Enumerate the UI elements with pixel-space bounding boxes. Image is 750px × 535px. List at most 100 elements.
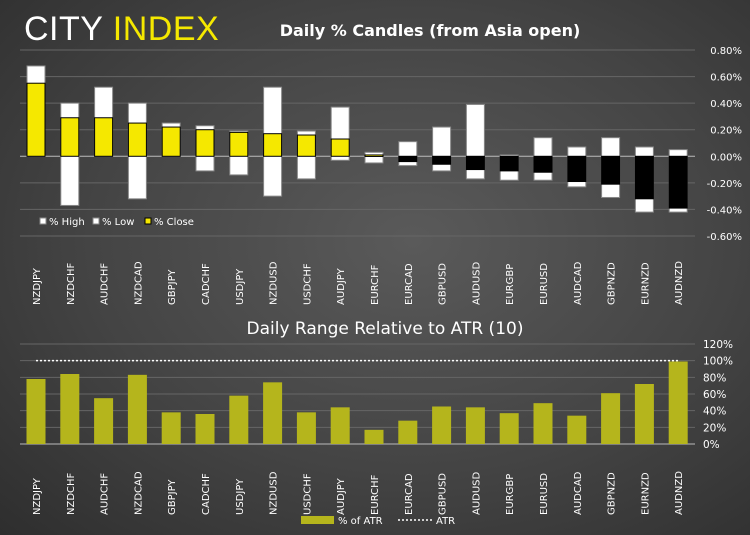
legend-swatch (92, 217, 100, 225)
x-tick-label: NZDCAD (133, 261, 144, 305)
atr-bar (533, 403, 553, 444)
x-tick-label: GBPJPY (167, 269, 178, 305)
atr-bar (634, 384, 654, 444)
close-bar (330, 138, 350, 157)
y-tick-label: 0.00% (710, 152, 742, 163)
atr-bar (161, 412, 181, 444)
atr-bar (263, 382, 283, 444)
close-bar (263, 133, 283, 157)
legend-label: % High (49, 217, 85, 228)
x-tick-label: AUDJPY (336, 267, 347, 305)
atr-bar (398, 420, 418, 444)
x-tick-label: USDCHF (302, 473, 313, 515)
x-tick-label: EURCAD (404, 263, 415, 305)
legend-swatch (301, 516, 334, 524)
x-tick-label: USDCHF (302, 263, 313, 305)
close-bar (567, 155, 587, 183)
atr-bar (26, 379, 46, 444)
legend-label: ATR (436, 516, 455, 527)
x-tick-label: NZDJPY (32, 267, 43, 305)
close-bar (127, 122, 147, 157)
close-bar (94, 117, 114, 157)
legend-label: % Low (102, 217, 134, 228)
x-tick-label: AUDCAD (573, 261, 584, 305)
atr-bar (432, 406, 452, 444)
atr-bar (330, 407, 350, 444)
x-tick-label: AUDUSD (471, 261, 482, 305)
y-tick-label: 100% (703, 356, 733, 368)
close-bar (60, 117, 80, 157)
close-bar (296, 134, 316, 157)
y-tick-label: -0.40% (707, 205, 742, 216)
x-tick-label: GBPJPY (167, 479, 178, 515)
legend-swatch (144, 217, 152, 225)
y-tick-label: 0.20% (710, 126, 742, 137)
legend-swatch (39, 217, 47, 225)
atr-bar (567, 415, 587, 444)
atr-bar (229, 395, 249, 444)
x-tick-label: NZDJPY (32, 477, 43, 515)
close-bar (364, 154, 384, 157)
y-tick-label: 120% (703, 339, 733, 351)
close-bar (195, 129, 215, 157)
candle-chart: 0.80% 0.60% 0.40% 0.20% 0.00% -0.20% -0.40% -0.… (20, 46, 742, 305)
x-tick-label: EURCHF (370, 264, 381, 305)
close-bar (432, 155, 452, 165)
x-tick-label: EURUSD (539, 263, 550, 305)
city-index-logo: CITY INDEX (24, 10, 219, 49)
y-tick-label: -0.20% (707, 179, 742, 190)
x-tick-label: EURCAD (404, 473, 415, 515)
close-bar (26, 82, 46, 157)
close-bar (601, 155, 621, 185)
x-tick-label: EURUSD (539, 473, 550, 515)
x-tick-label: NZDCHF (66, 472, 77, 515)
atr-bar (499, 413, 519, 444)
x-tick-label: AUDJPY (336, 477, 347, 515)
atr-chart-title: Daily Range Relative to ATR (10) (247, 319, 524, 339)
atr-bar (668, 361, 688, 444)
x-tick-label: NZDCAD (133, 471, 144, 515)
logo-city: CITY (24, 10, 103, 48)
atr-bar (195, 414, 215, 444)
y-tick-label: 0% (703, 439, 720, 451)
legend-label: % of ATR (338, 516, 383, 527)
x-tick-label: AUDCHF (100, 473, 111, 515)
y-tick-label: 0.40% (710, 99, 742, 110)
x-tick-label: EURGBP (505, 264, 516, 305)
x-tick-label: CADCHF (201, 263, 212, 305)
y-tick-label: 80% (703, 372, 726, 384)
atr-bar (465, 407, 485, 444)
legend-label: % Close (154, 217, 194, 228)
x-tick-label: NZDUSD (269, 261, 280, 305)
atr-bar (296, 412, 316, 444)
y-tick-label: 0.60% (710, 73, 742, 84)
atr-chart: 120% 100% 80% 60% 40% 20% 0% NZDJPY NZDCHF AUDCHF… (20, 339, 733, 527)
y-tick-label: 40% (703, 406, 726, 418)
atr-bar (127, 374, 147, 444)
x-tick-label: GBPUSD (438, 473, 449, 515)
atr-bar (364, 429, 384, 444)
close-bar (668, 155, 688, 209)
atr-bar (94, 398, 114, 444)
x-tick-label: USDJPY (235, 478, 246, 515)
close-bar (465, 155, 485, 171)
y-tick-label: 20% (703, 422, 726, 434)
x-tick-label: NZDCHF (66, 262, 77, 305)
close-bar (499, 155, 519, 172)
close-bar (398, 155, 418, 163)
x-tick-label: AUDCHF (100, 263, 111, 305)
x-tick-label: NZDUSD (269, 471, 280, 515)
x-tick-label: EURGBP (505, 474, 516, 515)
x-tick-label: CADCHF (201, 473, 212, 515)
x-tick-label: GBPUSD (438, 263, 449, 305)
atr-bar (60, 374, 80, 444)
x-tick-label: AUDNZD (674, 261, 685, 305)
close-bar (634, 155, 654, 200)
x-tick-label: EURNZD (640, 262, 651, 305)
x-tick-label: AUDUSD (471, 471, 482, 515)
close-bar (229, 131, 249, 157)
close-bar (161, 126, 181, 157)
x-tick-label: EURCHF (370, 474, 381, 515)
y-tick-label: -0.60% (707, 232, 742, 243)
